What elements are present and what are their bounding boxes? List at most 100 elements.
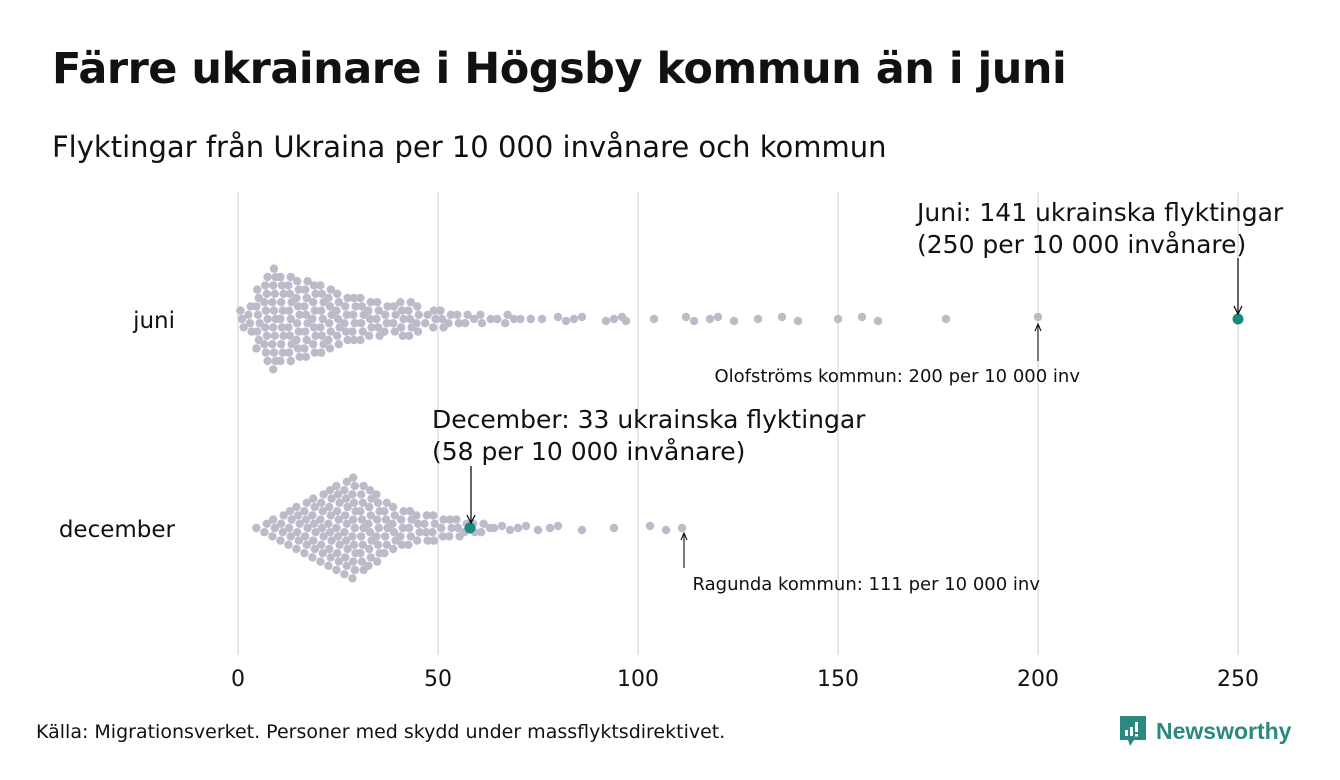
- data-point: [389, 544, 398, 554]
- data-point: [477, 319, 487, 328]
- data-point: [357, 532, 366, 541]
- data-point: [295, 352, 304, 361]
- data-point: [309, 340, 318, 349]
- data-point: [348, 574, 357, 583]
- data-point: [278, 306, 287, 315]
- data-point: [253, 285, 262, 294]
- data-point: [333, 314, 343, 324]
- data-point: [445, 515, 455, 524]
- annotation-dec-line1: December: 33 ukrainska flyktingar: [432, 405, 866, 434]
- data-point: [261, 306, 271, 315]
- data-point: [309, 536, 318, 545]
- data-point: [279, 511, 288, 520]
- data-point: [497, 521, 507, 531]
- data-point: [380, 549, 389, 558]
- data-point: [857, 312, 867, 322]
- data-point: [316, 515, 325, 524]
- data-point: [318, 507, 327, 516]
- data-point: [300, 507, 309, 516]
- data-point: [366, 553, 375, 562]
- data-point: [268, 298, 277, 307]
- data-point: [341, 302, 350, 311]
- data-point: [318, 314, 327, 324]
- data-point: [365, 502, 374, 512]
- data-point: [753, 314, 763, 324]
- data-point: [372, 490, 381, 499]
- data-point: [292, 293, 301, 303]
- data-point: [349, 335, 359, 345]
- data-point: [729, 316, 739, 326]
- data-point: [284, 323, 293, 332]
- data-point: [397, 515, 406, 524]
- data-point: [461, 319, 470, 328]
- data-point: [332, 481, 341, 491]
- data-point: [269, 348, 279, 357]
- data-point: [445, 532, 454, 541]
- data-point: [374, 523, 383, 533]
- data-point: [398, 523, 407, 533]
- data-point: [268, 340, 277, 349]
- data-point: [422, 511, 431, 520]
- data-point: [295, 310, 304, 319]
- data-point: [381, 532, 390, 541]
- data-point: [262, 519, 271, 528]
- data-point: [279, 289, 288, 298]
- data-point: [277, 323, 287, 332]
- data-point: [326, 285, 335, 294]
- data-point: [412, 319, 421, 328]
- data-point: [413, 327, 423, 336]
- data-point: [301, 310, 311, 319]
- data-point: [343, 335, 352, 345]
- data-point: [356, 507, 365, 516]
- data-point: [359, 481, 368, 491]
- data-point: [269, 264, 279, 273]
- data-point: [286, 272, 295, 282]
- data-point: [311, 331, 320, 340]
- data-point: [390, 511, 399, 520]
- data-point: [437, 523, 446, 533]
- data-point: [364, 561, 373, 570]
- data-point: [317, 498, 326, 507]
- data-point: [553, 521, 563, 531]
- x-tick-label: 50: [424, 667, 452, 692]
- data-point: [373, 498, 383, 507]
- data-point: [649, 314, 659, 324]
- data-point: [373, 298, 382, 307]
- data-point: [357, 515, 367, 524]
- data-point: [343, 502, 352, 512]
- data-point: [405, 507, 415, 516]
- data-point: [533, 525, 543, 535]
- data-point: [327, 536, 336, 545]
- data-point: [357, 557, 367, 566]
- data-point: [279, 331, 288, 340]
- data-point: [577, 312, 587, 322]
- data-point: [293, 277, 302, 286]
- data-point: [383, 302, 392, 311]
- data-point: [364, 519, 373, 528]
- data-point: [325, 302, 335, 311]
- data-point: [325, 528, 335, 537]
- data-point: [342, 519, 351, 528]
- annotation-dec-line2: (58 per 10 000 invånare): [432, 437, 745, 466]
- data-point: [269, 515, 278, 524]
- data-point: [342, 310, 351, 319]
- data-point: [438, 532, 447, 541]
- data-point: [310, 544, 319, 554]
- data-point: [447, 523, 456, 533]
- data-point: [317, 540, 326, 549]
- data-point: [333, 532, 343, 541]
- data-point: [293, 344, 303, 353]
- data-point: [423, 536, 432, 545]
- data-point: [310, 502, 319, 512]
- data-point: [677, 523, 687, 533]
- data-point: [324, 519, 333, 528]
- data-point: [325, 319, 334, 328]
- data-point: [609, 523, 619, 533]
- data-point: [309, 298, 318, 307]
- data-point: [681, 312, 691, 322]
- data-point: [261, 281, 270, 290]
- data-point: [324, 293, 333, 303]
- data-point: [340, 486, 349, 495]
- data-point: [398, 331, 407, 340]
